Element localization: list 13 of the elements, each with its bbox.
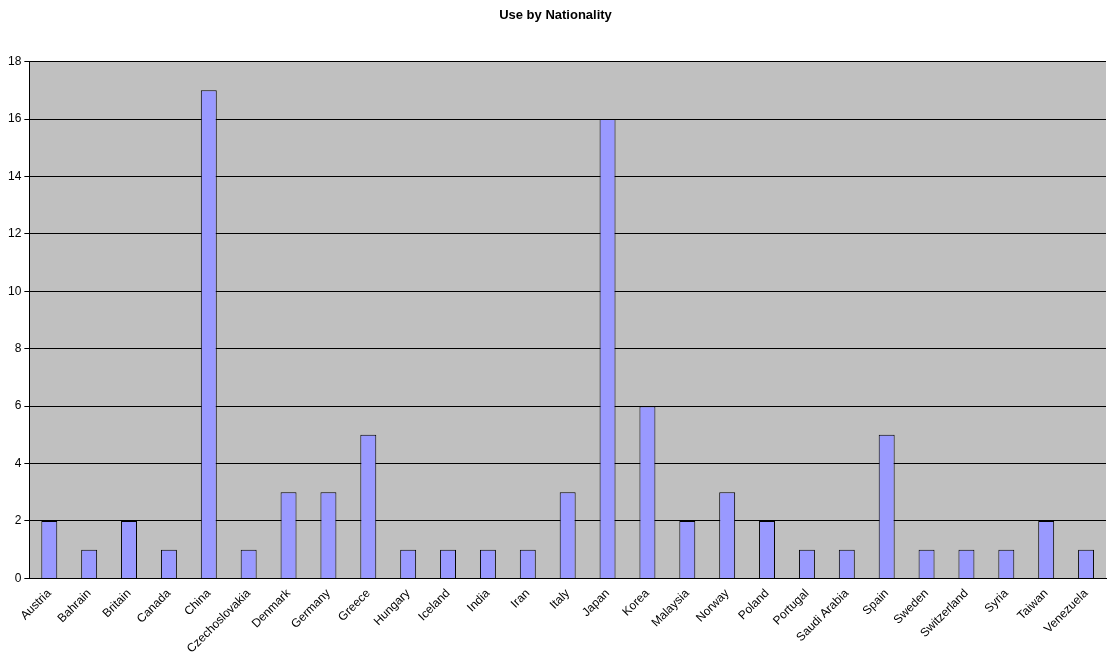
y-tick-label: 0 [14,570,22,585]
y-tick-label: 12 [7,226,22,241]
y-tick-label: 18 [7,53,22,68]
y-tick-label: 16 [7,111,22,126]
x-tick-label: Iran [507,586,533,611]
y-tick-label: 4 [14,455,22,470]
y-tick-label: 8 [14,341,22,356]
chart-title: Use by Nationality [499,7,613,23]
y-tick-label: 10 [7,283,22,298]
y-tick-label: 14 [7,168,22,183]
x-tick-label: Italy [546,586,573,612]
y-tick-label: 6 [14,398,22,413]
y-tick-label: 2 [14,513,22,528]
